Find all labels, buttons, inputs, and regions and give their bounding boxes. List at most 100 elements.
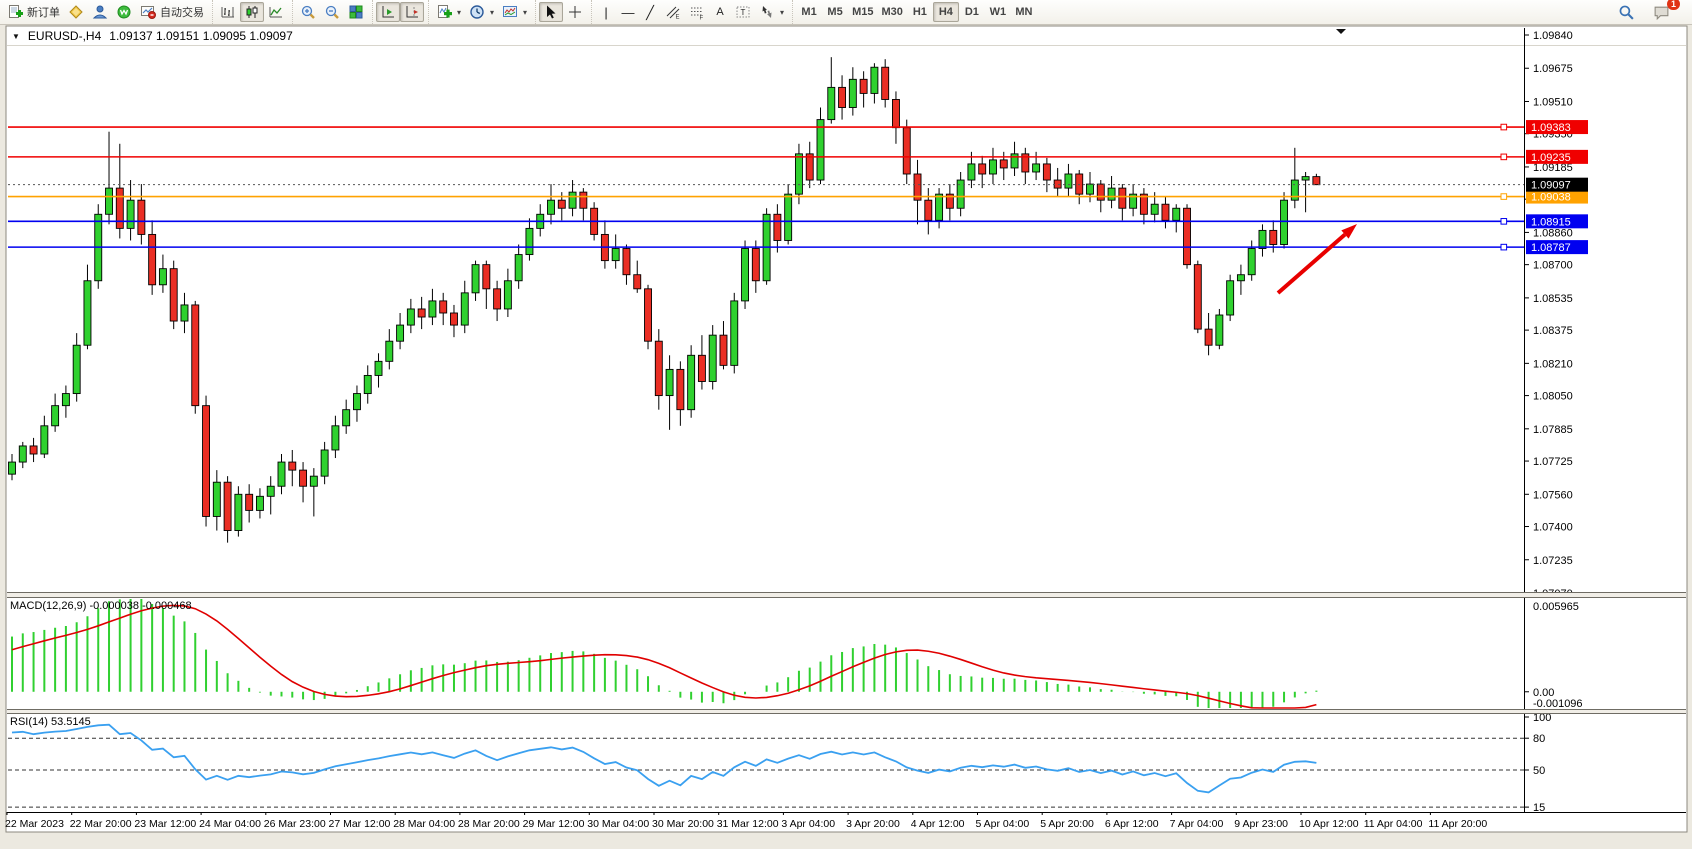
level-handle[interactable]	[1500, 123, 1508, 131]
price-badge-label: 1.09038	[1531, 192, 1571, 204]
fibonacci-tool-button[interactable]: F	[685, 2, 709, 22]
candle-body	[697, 354, 706, 382]
candle-body	[557, 199, 566, 209]
candle-body	[1172, 207, 1181, 221]
auto-scroll-button[interactable]	[376, 2, 400, 22]
candle-body	[1226, 280, 1235, 316]
candlestick-chart-button[interactable]	[240, 2, 264, 22]
vertical-line-tool-button[interactable]: |	[595, 2, 617, 22]
timeframe-h1-button[interactable]: H1	[907, 2, 933, 22]
timeframe-m30-button[interactable]: M30	[877, 2, 906, 22]
signals-button[interactable]	[112, 2, 136, 22]
bar-chart-icon	[221, 7, 234, 18]
zoom-in-button[interactable]	[296, 2, 320, 22]
candle-body	[784, 193, 793, 241]
timeframe-d1-button[interactable]: D1	[959, 2, 985, 22]
styler-button[interactable]	[64, 2, 88, 22]
crosshair-icon	[569, 6, 582, 18]
timeframe-m15-button[interactable]: M15	[848, 2, 877, 22]
candle-body	[331, 425, 340, 451]
bar-chart-button[interactable]	[216, 2, 240, 22]
line-chart-button[interactable]	[264, 2, 288, 22]
indicators-button[interactable]: ▾	[432, 2, 465, 22]
candle-body	[848, 78, 857, 108]
candle-body	[902, 127, 911, 175]
candle-body	[514, 254, 523, 282]
trend-arrow-head[interactable]	[1341, 224, 1357, 239]
text-tool-button[interactable]: A	[709, 2, 731, 22]
candle-body	[827, 86, 836, 121]
level-handle[interactable]	[1500, 243, 1508, 251]
price-tick-label: 1.08535	[1533, 293, 1573, 305]
time-label: 22 Mar 20:00	[70, 818, 132, 830]
notifications-button[interactable]: 1	[1649, 0, 1680, 22]
indicators-dropdown-icon: ▾	[457, 7, 462, 17]
rsi-axis-label: 50	[1533, 765, 1545, 777]
candle-body	[892, 99, 900, 129]
price-tick-label: 1.08700	[1533, 260, 1573, 272]
candle-body	[18, 445, 27, 463]
text-tool-icon: A	[716, 5, 724, 18]
equidistant-channel-icon: E	[666, 6, 680, 20]
candle-body	[428, 300, 437, 318]
trend-arrow[interactable]	[1276, 233, 1347, 295]
candle-body	[299, 469, 308, 487]
fibonacci-icon: F	[691, 7, 704, 20]
candle-body	[870, 66, 879, 94]
pane-splitter[interactable]	[7, 709, 1686, 714]
profile-icon	[92, 5, 108, 19]
candle-body	[967, 163, 976, 181]
arrows-tool-button[interactable]: ▾	[755, 2, 788, 22]
timeframe-m1-button[interactable]: M1	[796, 2, 822, 22]
tile-windows-button[interactable]	[344, 2, 368, 22]
zoom-out-button[interactable]	[320, 2, 344, 22]
candle-body	[935, 193, 944, 221]
time-label: 9 Apr 23:00	[1234, 818, 1288, 830]
cursor-icon	[547, 5, 556, 19]
candle-body	[989, 159, 997, 175]
cursor-button[interactable]	[539, 2, 564, 22]
text-label-tool-button[interactable]: T	[731, 2, 755, 22]
candle-body	[525, 227, 534, 256]
timeframe-mn-button[interactable]: MN	[1011, 2, 1037, 22]
candle-body	[202, 405, 210, 517]
candle-body	[687, 354, 696, 411]
candle-body	[320, 449, 329, 477]
candle-body	[40, 425, 49, 455]
main-toolbar: 新订单 自动交易	[0, 0, 1692, 25]
periods-button[interactable]: ▾	[465, 2, 498, 22]
level-handle[interactable]	[1500, 193, 1508, 200]
tile-windows-icon	[349, 5, 363, 19]
candle-body	[471, 264, 480, 294]
timeframe-h4-button[interactable]: H4	[932, 2, 959, 22]
price-tick-label: 1.08050	[1533, 391, 1573, 403]
timeframe-m5-button[interactable]: M5	[822, 2, 848, 22]
price-badge	[1526, 214, 1588, 229]
crosshair-button[interactable]	[563, 2, 587, 22]
time-label: 3 Apr 04:00	[781, 818, 835, 830]
candle-body	[665, 368, 674, 397]
price-tick-label: 1.07400	[1533, 522, 1573, 534]
chart-shift-icon	[406, 6, 418, 18]
chart-shift-button[interactable]	[400, 2, 424, 22]
profile-button[interactable]	[88, 2, 112, 22]
trendline-tool-button[interactable]: ╱	[639, 2, 661, 22]
periods-dropdown-icon: ▾	[490, 7, 495, 17]
price-tick-label: 1.07235	[1533, 555, 1573, 567]
autotrading-button[interactable]: 自动交易	[136, 2, 208, 22]
search-button[interactable]	[1614, 2, 1639, 22]
candle-body	[460, 292, 469, 326]
horizontal-line-tool-button[interactable]: —	[617, 2, 639, 22]
candle-body	[794, 153, 803, 195]
equidistant-channel-tool-button[interactable]: E	[661, 2, 685, 22]
level-handle[interactable]	[1500, 153, 1508, 161]
templates-button[interactable]: ▾	[498, 2, 531, 22]
new-order-button[interactable]: 新订单	[3, 2, 64, 22]
timeframe-w1-button[interactable]: W1	[985, 2, 1011, 22]
candle-body	[1269, 229, 1278, 245]
pane-splitter[interactable]	[7, 592, 1686, 598]
scroll-end-marker-icon[interactable]	[1336, 29, 1346, 34]
chart-menu-icon[interactable]: ▼	[12, 31, 20, 41]
level-handle[interactable]	[1500, 218, 1508, 225]
